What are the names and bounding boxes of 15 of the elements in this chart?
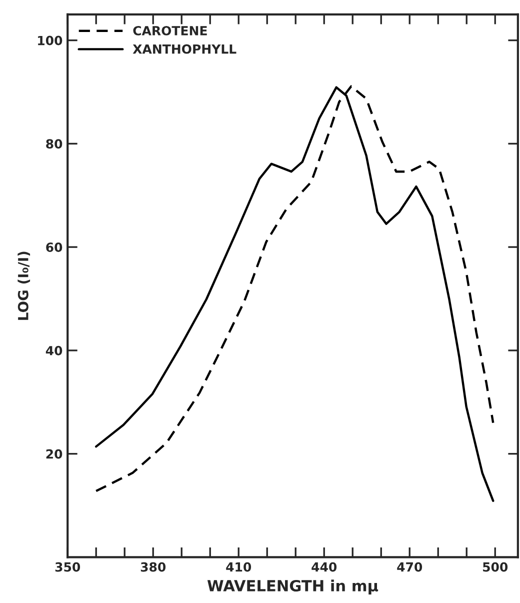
x-tick-label: 470 [397, 562, 422, 572]
y-tick-label: 20 [46, 449, 62, 459]
x-tick-label: 440 [312, 562, 337, 572]
y-tick-label: 40 [46, 346, 62, 356]
y-axis-title: LOG (I₀/I) [18, 252, 30, 320]
y-tick-label: 100 [38, 36, 62, 46]
legend-label: CAROTENE [133, 26, 207, 36]
y-tick-label: 60 [46, 242, 62, 252]
x-tick-label: 500 [483, 562, 508, 572]
x-tick-label: 350 [55, 562, 80, 572]
x-axis-title: WAVELENGTH in mµ [207, 580, 378, 594]
y-tick-label: 80 [46, 139, 62, 149]
legend-label: XANTHOPHYLL [132, 44, 236, 54]
x-tick-label: 410 [226, 562, 252, 572]
x-tick-label: 380 [140, 562, 166, 572]
